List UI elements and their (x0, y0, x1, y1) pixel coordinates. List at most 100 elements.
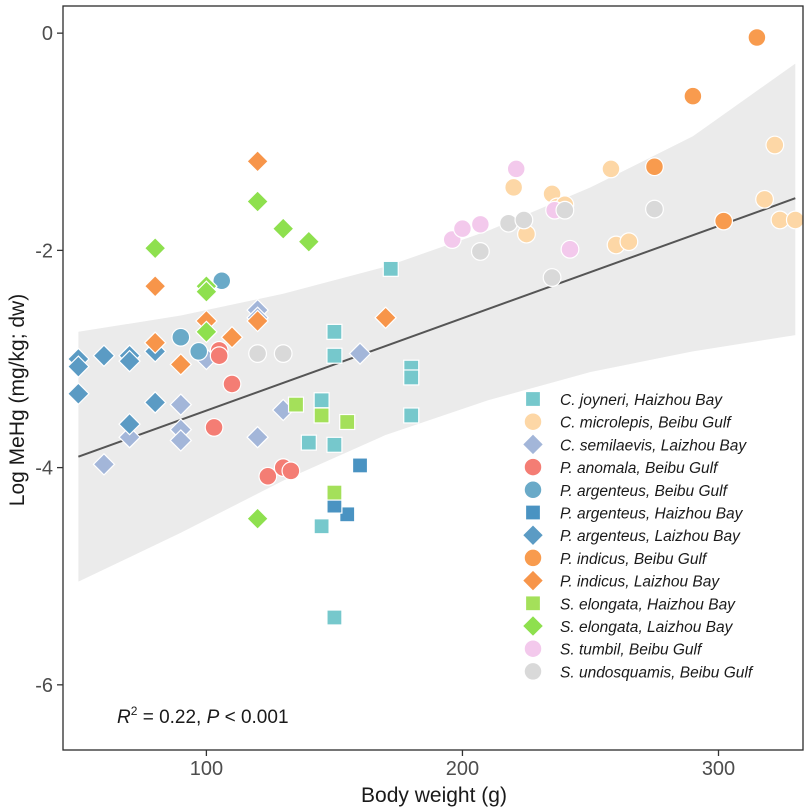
legend-label: S. elongata, Laizhou Bay (560, 619, 734, 636)
data-point (555, 200, 575, 220)
data-point (143, 391, 167, 414)
data-point (246, 507, 269, 531)
data-point (169, 393, 193, 416)
data-point (297, 230, 321, 254)
data-point (785, 210, 805, 230)
data-point (92, 344, 116, 368)
x-tick-label: 200 (446, 758, 479, 780)
legend-key (523, 457, 543, 477)
data-point (189, 341, 209, 361)
x-tick-label: 100 (190, 758, 223, 780)
data-point (273, 344, 293, 364)
legend-key (521, 433, 545, 456)
regression-line-layer (78, 197, 796, 458)
data-point (403, 407, 420, 424)
data-point (246, 190, 269, 213)
r-squared-superscript: 2 (131, 704, 138, 718)
legend-label: C. joyneri, Haizhou Bay (560, 392, 723, 409)
legend-species-name: C. microlepis (560, 415, 650, 432)
data-point (271, 217, 295, 241)
legend-label: C. semilaevis, Laizhou Bay (560, 437, 747, 454)
data-point (714, 211, 734, 231)
data-point (374, 306, 398, 330)
legend-species-name: S. elongata (560, 596, 639, 613)
r-squared-symbol: R (117, 707, 131, 728)
data-point (246, 425, 269, 449)
data-point (470, 242, 490, 261)
legend-key (524, 595, 542, 612)
legend-key (523, 639, 543, 659)
p-symbol: P (207, 707, 220, 728)
legend-label: P. argenteus, Haizhou Bay (560, 506, 744, 523)
data-point (326, 323, 343, 340)
p-value: < 0.001 (219, 707, 288, 728)
legend-location-name: , Laizhou Bay (646, 528, 741, 545)
legend-species-name: P. argenteus (560, 506, 646, 523)
data-point (118, 425, 141, 449)
legend-location-name: , Beibu Gulf (636, 460, 719, 477)
data-point (220, 325, 244, 349)
legend-species-name: C. joyneri (560, 392, 626, 409)
data-point (619, 232, 639, 252)
data-point (351, 457, 369, 474)
data-point (66, 382, 90, 406)
data-point (118, 412, 141, 436)
data-point (169, 353, 193, 376)
data-point (300, 434, 317, 451)
legend-species-name: P. indicus (560, 574, 625, 591)
legend-key (523, 548, 543, 568)
legend-species-name: S. tumbil (560, 642, 621, 659)
data-point (143, 236, 167, 260)
legend-key (523, 661, 543, 681)
legend-species-name: S. elongata (560, 619, 639, 636)
data-point (683, 86, 703, 106)
data-point (326, 347, 343, 364)
legend-species-name: C. semilaevis (560, 437, 652, 454)
regression-stats-annotation: R2 = 0.22, P < 0.001 (117, 704, 289, 728)
axes-layer: 100 200 300 0 -2 -4 -6 (35, 23, 735, 780)
data-point (195, 320, 218, 344)
x-axis-label: Body weight (g) (361, 784, 507, 807)
legend-key (524, 504, 542, 521)
legend-location-name: , Beibu Gulf (650, 415, 733, 432)
y-tick-label: -4 (35, 458, 53, 480)
data-point (747, 28, 767, 47)
data-point (143, 274, 167, 298)
data-point (499, 213, 518, 233)
data-point (222, 374, 242, 394)
data-point (281, 461, 301, 481)
data-point (143, 331, 167, 355)
r-squared-value: = 0.22, (137, 707, 206, 728)
legend-location-name: , Beibu Gulf (646, 483, 729, 500)
legend-label: S. elongata, Haizhou Bay (560, 596, 736, 613)
plot-panel-border (62, 5, 804, 751)
data-point (212, 271, 232, 291)
data-point (169, 429, 193, 452)
legend-location-name: , Beibu Gulf (671, 664, 754, 681)
data-point (470, 214, 490, 234)
y-tick-label: 0 (42, 23, 53, 45)
legend-key (523, 412, 543, 432)
data-point (514, 210, 534, 230)
legend-location-name: , Haizhou Bay (625, 392, 723, 409)
legend-label: P. indicus, Laizhou Bay (560, 574, 720, 591)
data-point (506, 159, 526, 179)
data-point (66, 355, 90, 378)
data-point (560, 239, 580, 259)
data-point (339, 413, 356, 431)
legend-key (521, 523, 545, 547)
legend-label: P. indicus, Beibu Gulf (560, 551, 708, 568)
regression-line (78, 197, 796, 458)
data-point (645, 157, 664, 177)
data-point (453, 219, 472, 239)
legend-key (523, 480, 543, 500)
data-point (403, 369, 420, 386)
data-point (339, 506, 356, 523)
legend-location-name: , Haizhou Bay (646, 506, 744, 523)
legend-label: P. argenteus, Laizhou Bay (560, 528, 741, 545)
legend-species-name: P. anomala (560, 460, 637, 477)
confidence-band-layer (78, 63, 796, 582)
data-point (204, 417, 224, 437)
legend-label: S. tumbil, Beibu Gulf (560, 642, 703, 659)
